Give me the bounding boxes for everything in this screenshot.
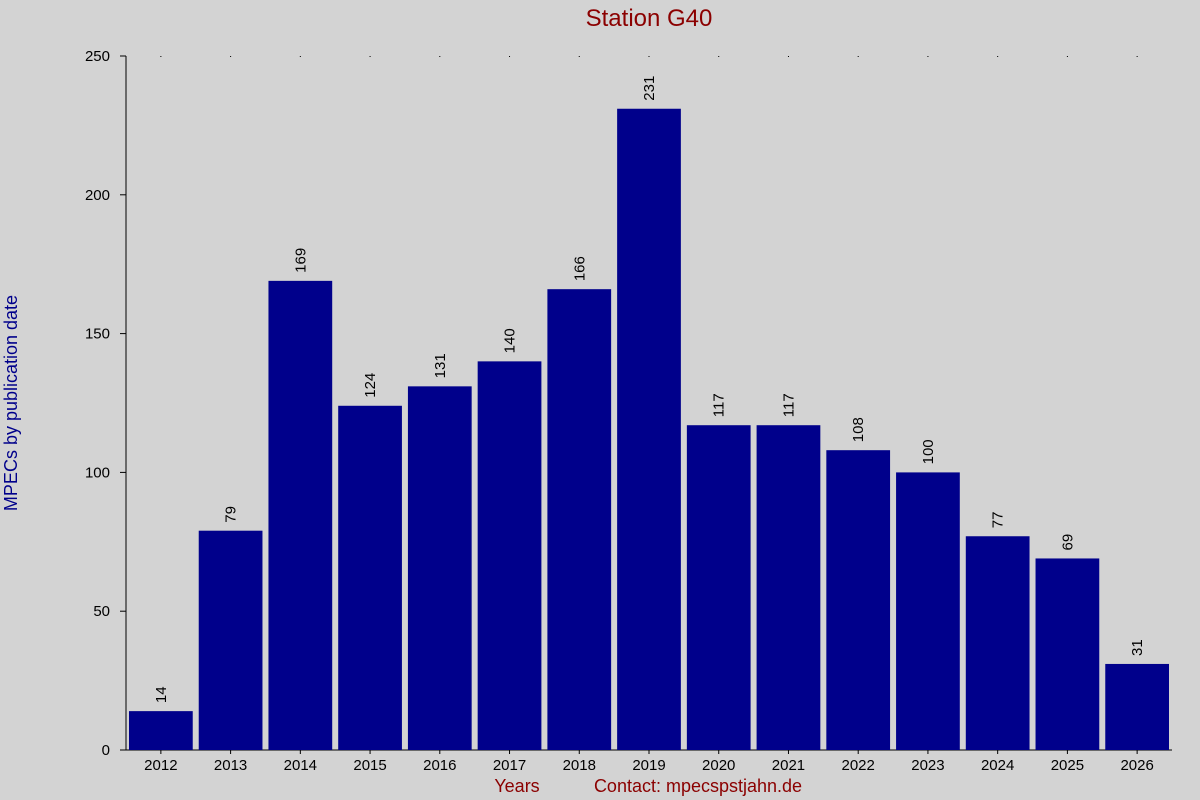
bar: [198, 530, 263, 750]
bar-value-label: 231: [641, 76, 658, 101]
bar-value-label: 79: [223, 506, 240, 523]
bar-value-label: 31: [1129, 639, 1146, 656]
top-dot-mark: [369, 56, 371, 57]
bar: [547, 289, 612, 750]
y-tick-label: 250: [85, 48, 110, 65]
bar: [826, 450, 891, 750]
y-axis-label: MPECs by publication date: [1, 295, 21, 511]
y-tick-label: 200: [85, 187, 110, 204]
bar-value-label: 108: [850, 417, 867, 442]
bar: [965, 536, 1030, 750]
x-tick-label: 2017: [493, 757, 526, 774]
bar: [617, 108, 681, 750]
top-dot-mark: [509, 56, 511, 57]
x-tick-label: 2020: [702, 757, 735, 774]
y-tick-label: 150: [85, 326, 110, 343]
bar-value-label: 131: [432, 353, 449, 378]
x-tick-label: 2013: [214, 757, 247, 774]
top-dot-mark: [1066, 56, 1068, 57]
contact-note: Contact: mpecspstjahn.de: [594, 776, 802, 796]
bar-value-label: 140: [502, 328, 519, 353]
x-tick-label: 2018: [563, 757, 596, 774]
bar: [1035, 558, 1100, 750]
bar-value-label: 77: [990, 512, 1007, 529]
bar-value-label: 169: [292, 248, 309, 273]
bar-value-label: 166: [571, 256, 588, 281]
bar-value-label: 69: [1059, 534, 1076, 551]
top-dot-mark: [230, 56, 232, 57]
x-tick-label: 2014: [284, 757, 317, 774]
top-dot-mark: [718, 56, 720, 57]
top-dot-mark: [1136, 56, 1138, 57]
bar: [407, 386, 472, 750]
y-tick-label: 100: [85, 464, 110, 481]
bar-value-label: 100: [920, 439, 937, 464]
bar-value-label: 124: [362, 373, 379, 398]
bar-value-label: 14: [153, 686, 170, 703]
y-tick-label: 50: [93, 603, 110, 620]
bar-value-label: 117: [780, 393, 797, 417]
x-tick-label: 2015: [353, 757, 386, 774]
x-tick-label: 2026: [1120, 757, 1153, 774]
bar: [686, 425, 751, 750]
top-dot-mark: [648, 56, 650, 57]
x-tick-label: 2025: [1051, 757, 1084, 774]
bar: [338, 405, 402, 750]
bar: [268, 280, 333, 750]
x-tick-label: 2021: [772, 757, 805, 774]
x-tick-label: 2012: [144, 757, 177, 774]
top-dot-mark: [997, 56, 999, 57]
x-tick-label: 2023: [911, 757, 944, 774]
bar: [477, 361, 542, 750]
x-axis-label: Years: [494, 776, 539, 796]
top-dot-mark: [857, 56, 859, 57]
x-tick-label: 2019: [632, 757, 665, 774]
x-tick-label: 2024: [981, 757, 1014, 774]
bar: [756, 425, 821, 750]
top-dot-mark: [578, 56, 580, 57]
x-tick-label: 2022: [842, 757, 875, 774]
chart-title: Station G40: [586, 5, 713, 32]
top-dot-mark: [160, 56, 162, 57]
top-dot-mark: [299, 56, 301, 57]
bar: [896, 472, 960, 750]
top-dot-mark: [787, 56, 789, 57]
y-tick-label: 0: [102, 742, 110, 759]
bar: [129, 711, 193, 750]
top-dot-mark: [439, 56, 441, 57]
top-dot-mark: [927, 56, 929, 57]
bar-value-label: 117: [711, 393, 728, 417]
bar: [1105, 663, 1169, 750]
x-tick-label: 2016: [423, 757, 456, 774]
plot-area: 0 50 100 150 200 250 14 2012 79 2013 169 2014 124 201…: [85, 48, 1172, 774]
